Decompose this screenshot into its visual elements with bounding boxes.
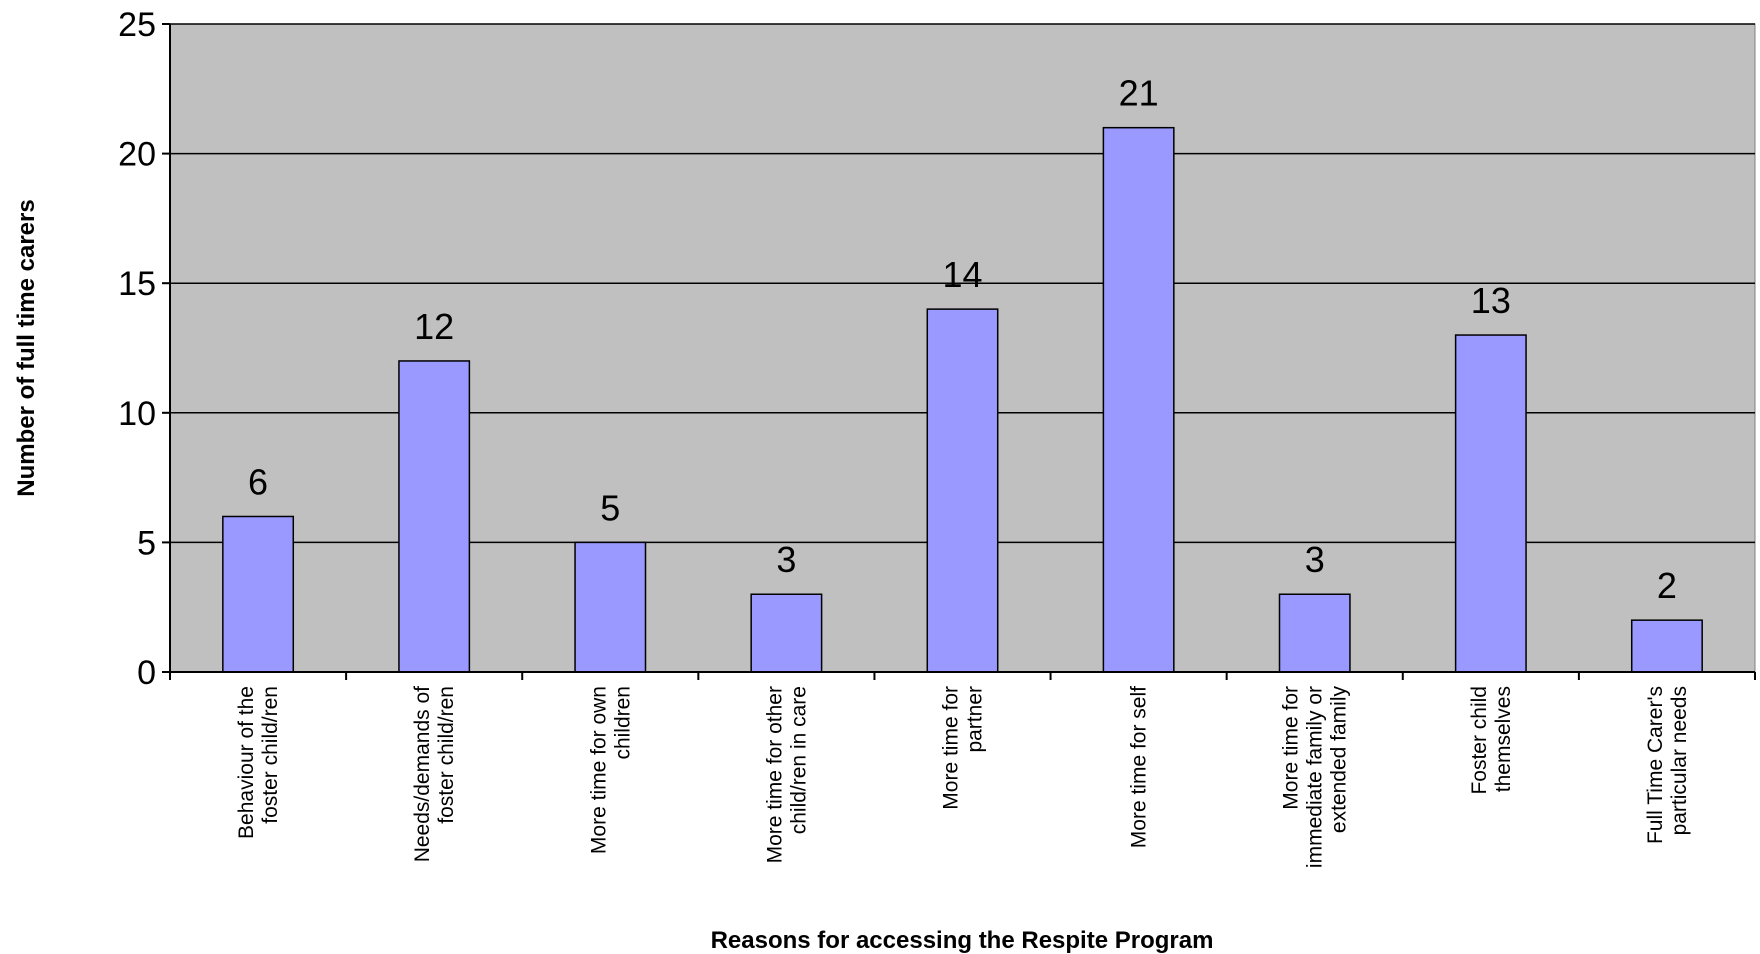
category-label-line: Full Time Carer's — [1644, 686, 1667, 844]
category-label-line: themselves — [1492, 686, 1515, 792]
bar — [1102, 126, 1175, 673]
data-label: 2 — [1657, 565, 1677, 606]
x-axis-title: Reasons for accessing the Respite Progra… — [711, 927, 1214, 954]
category-label-line: Foster child — [1468, 686, 1491, 795]
category-label: More time for own children — [587, 686, 634, 854]
data-label: 5 — [600, 487, 620, 528]
y-tick-label: 20 — [118, 136, 156, 174]
bar — [1278, 593, 1351, 673]
category-label: Foster child themselves — [1468, 686, 1515, 795]
bar — [222, 515, 295, 673]
bar — [926, 308, 999, 673]
category-label-line: child/ren in care — [787, 686, 810, 834]
y-tick-label: 5 — [137, 524, 156, 562]
bar — [1454, 334, 1527, 673]
category-label-line: More time for own — [587, 686, 610, 854]
y-tick-label: 10 — [118, 395, 156, 433]
category-label-line: Needs/demands of — [411, 686, 434, 862]
bar — [574, 541, 647, 673]
category-label-line: More time for — [1280, 686, 1303, 810]
category-label: Behaviour of the foster child/ren — [235, 686, 282, 839]
data-label: 21 — [1119, 73, 1159, 114]
bar — [1630, 619, 1703, 673]
axes — [162, 23, 1756, 680]
data-label: 3 — [1305, 539, 1325, 580]
category-label: Needs/demands of foster child/ren — [411, 686, 458, 862]
category-label-line: foster child/ren — [435, 686, 458, 824]
data-label: 6 — [248, 461, 268, 502]
category-label: More time for other child/ren in care — [763, 686, 810, 863]
category-label: Full Time Carer's particular needs — [1644, 686, 1691, 844]
bar — [750, 593, 823, 673]
y-tick-labels: 0 5 10 15 20 25 — [118, 6, 156, 692]
data-label: 3 — [776, 539, 796, 580]
category-label-line: More time for — [940, 686, 963, 810]
y-tick-label: 15 — [118, 265, 156, 303]
category-label-line: partner — [964, 686, 987, 753]
x-tick-labels: Behaviour of the foster child/ren Needs/de… — [235, 686, 1691, 869]
category-label-line: immediate family or — [1304, 686, 1327, 868]
category-label: More time for self — [1128, 686, 1151, 848]
category-label-line: extended family — [1328, 686, 1351, 834]
y-tick-label: 25 — [118, 6, 156, 44]
y-axis-title: Number of full time carers — [13, 199, 40, 496]
category-label-line: children — [611, 686, 634, 760]
category-label: More time for partner — [940, 686, 987, 810]
category-label: More time for immediate family or extended… — [1280, 686, 1351, 869]
data-label: 12 — [414, 306, 454, 347]
category-label-line: particular needs — [1668, 686, 1691, 835]
category-label-line: foster child/ren — [259, 686, 282, 824]
data-label: 14 — [942, 254, 982, 295]
category-label-line: Behaviour of the — [235, 686, 258, 839]
category-label-line: More time for other — [763, 686, 786, 863]
data-labels: 6 12 5 3 14 21 3 13 2 — [248, 73, 1677, 606]
y-tick-label: 0 — [137, 654, 156, 692]
bar — [398, 360, 471, 673]
bars — [222, 126, 1703, 673]
data-label: 13 — [1471, 280, 1511, 321]
category-label-line: More time for self — [1128, 686, 1151, 848]
